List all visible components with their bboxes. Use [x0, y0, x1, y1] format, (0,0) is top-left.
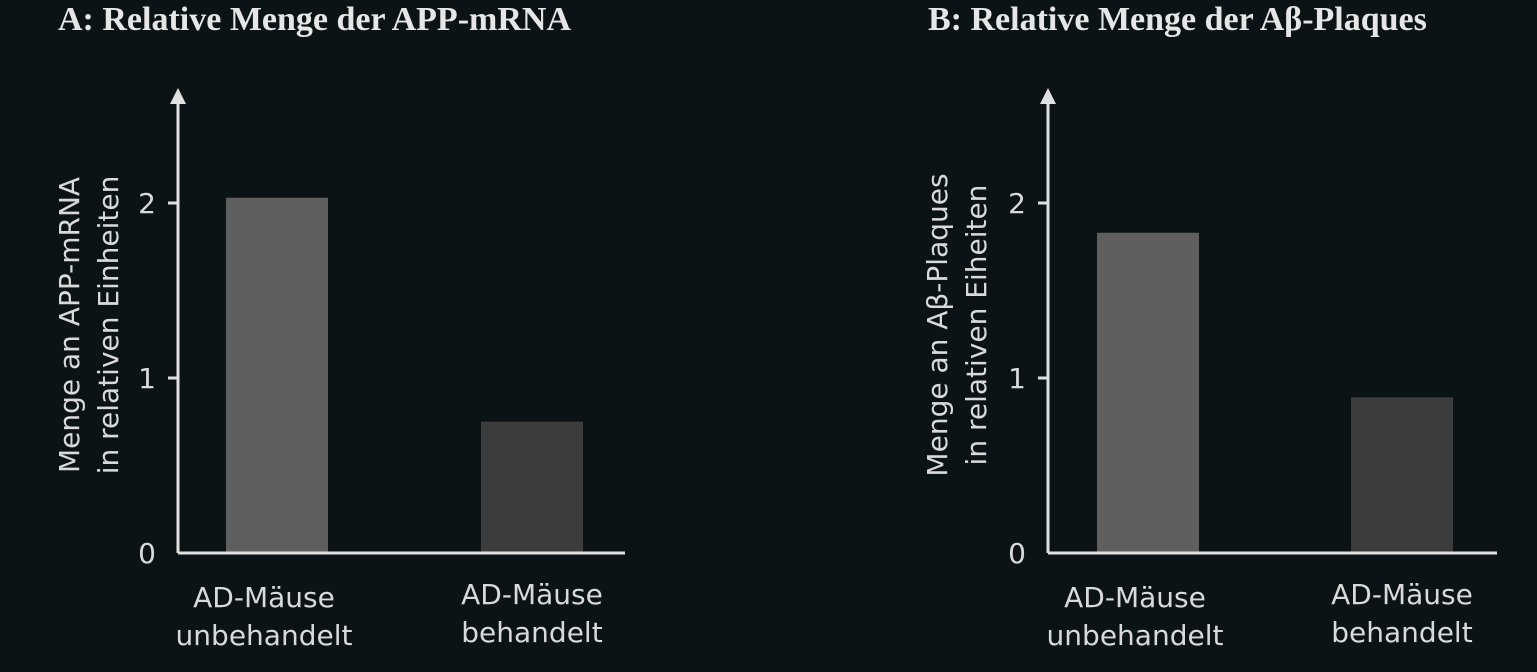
y-axis-arrow [1040, 88, 1056, 104]
chart-title: B: Relative Menge der Aβ-Plaques [928, 1, 1427, 38]
y-tick-label: 0 [1008, 537, 1026, 570]
chart-panel-b: B: Relative Menge der Aβ-Plaques Menge a… [921, 1, 1497, 652]
y-tick-label: 2 [1008, 187, 1026, 220]
y-axis-label-line-1: Menge an APP-mRNA [53, 177, 86, 473]
bar-unbehandelt [226, 197, 328, 553]
category-label: AD-Mäuse [1331, 578, 1473, 611]
plot-area: 0 1 2 AD-Mäuse unbehandelt AD-Mäuse behandelt [1008, 88, 1497, 652]
category-label: AD-Mäuse [1064, 581, 1206, 614]
chart-panel-a: A: Relative Menge der APP-mRNA Menge an … [53, 1, 625, 652]
chart-title: A: Relative Menge der APP-mRNA [58, 1, 571, 38]
category-label: unbehandelt [1047, 619, 1224, 652]
bar-unbehandelt [1097, 232, 1199, 553]
bar-behandelt [1351, 397, 1453, 553]
y-tick-label: 1 [1008, 362, 1026, 395]
y-axis-label-line-2: in relativen Eiheiten [960, 185, 993, 466]
category-label: AD-Mäuse [461, 578, 603, 611]
plot-area: 0 1 2 AD-Mäuse unbehandelt AD-Mäuse behandelt [138, 88, 625, 652]
y-tick-label: 0 [138, 537, 156, 570]
y-axis-arrow [170, 88, 186, 104]
y-tick-label: 1 [138, 362, 156, 395]
y-axis-label-line-2: in relativen Einheiten [92, 176, 125, 475]
bar-behandelt [481, 421, 583, 553]
y-axis-label-line-1: Menge an Aβ-Plaques [921, 173, 954, 476]
category-label: unbehandelt [176, 619, 353, 652]
category-label: behandelt [1331, 616, 1472, 649]
category-label: behandelt [461, 616, 602, 649]
y-tick-label: 2 [138, 187, 156, 220]
category-label: AD-Mäuse [193, 581, 335, 614]
